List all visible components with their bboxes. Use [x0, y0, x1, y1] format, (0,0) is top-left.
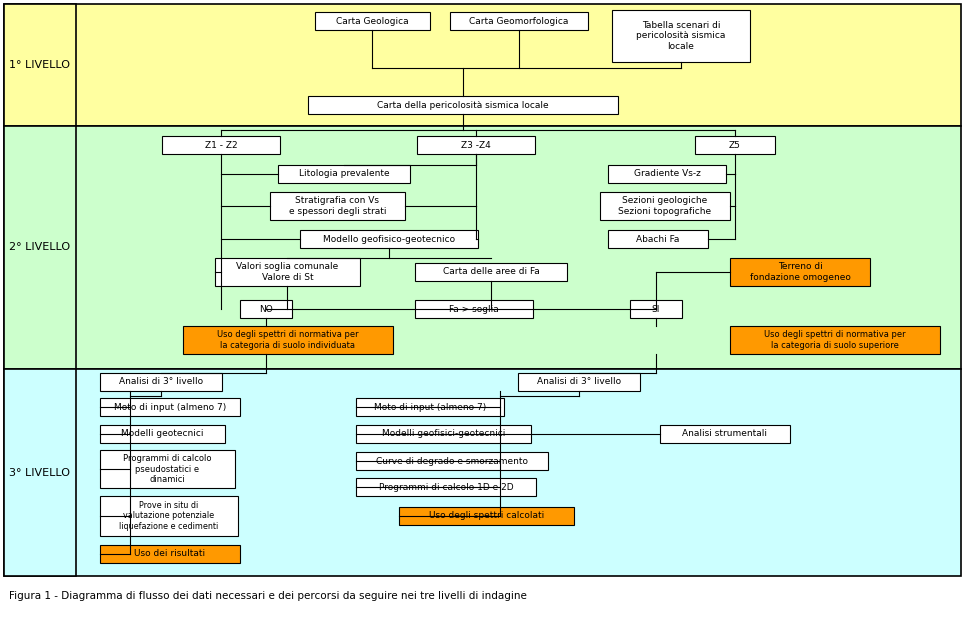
- Bar: [356, 452, 548, 470]
- Text: Gradiente Vs-z: Gradiente Vs-z: [634, 170, 701, 178]
- Bar: [100, 398, 240, 416]
- Text: Z1 - Z2: Z1 - Z2: [204, 140, 237, 150]
- Bar: [315, 12, 430, 30]
- Bar: [4, 126, 76, 369]
- Bar: [240, 300, 292, 318]
- Text: Moto di input (almeno 7): Moto di input (almeno 7): [114, 403, 226, 411]
- Text: Moto di input (almeno 7): Moto di input (almeno 7): [374, 403, 486, 411]
- Bar: [356, 398, 504, 416]
- Bar: [4, 4, 961, 126]
- Bar: [100, 496, 238, 536]
- Text: Uso degli spettri di normativa per
la categoria di suolo individuata: Uso degli spettri di normativa per la ca…: [217, 331, 359, 350]
- Bar: [730, 326, 940, 354]
- Text: Uso degli spettri calcolati: Uso degli spettri calcolati: [429, 511, 545, 520]
- Bar: [100, 425, 225, 443]
- Text: SI: SI: [652, 304, 660, 314]
- Text: Tabella scenari di
pericolosità sismica
locale: Tabella scenari di pericolosità sismica …: [637, 21, 726, 51]
- Text: NO: NO: [259, 304, 273, 314]
- Text: Modelli geofisici-geotecnici: Modelli geofisici-geotecnici: [382, 429, 505, 438]
- Bar: [4, 4, 76, 126]
- Bar: [4, 369, 76, 576]
- Bar: [600, 192, 730, 220]
- Bar: [162, 136, 280, 154]
- Bar: [4, 126, 961, 369]
- Text: Uso dei risultati: Uso dei risultati: [135, 550, 205, 558]
- Bar: [270, 192, 405, 220]
- Bar: [660, 425, 790, 443]
- Text: Terreno di
fondazione omogeneo: Terreno di fondazione omogeneo: [750, 262, 851, 282]
- Bar: [356, 425, 531, 443]
- Text: Stratigrafia con Vs
e spessori degli strati: Stratigrafia con Vs e spessori degli str…: [289, 197, 387, 216]
- Text: Analisi strumentali: Analisi strumentali: [682, 429, 767, 438]
- Text: Figura 1 - Diagramma di flusso dei dati necessari e dei percorsi da seguire nei : Figura 1 - Diagramma di flusso dei dati …: [9, 591, 527, 601]
- Text: 1° LIVELLO: 1° LIVELLO: [10, 60, 71, 70]
- Bar: [100, 545, 240, 563]
- Text: Uso degli spettri di normativa per
la categoria di suolo superiore: Uso degli spettri di normativa per la ca…: [765, 331, 906, 350]
- Bar: [730, 258, 870, 286]
- Bar: [4, 369, 961, 576]
- Bar: [630, 300, 682, 318]
- Text: Carta della pericolosità sismica locale: Carta della pericolosità sismica locale: [377, 101, 548, 110]
- Text: Z3 -Z4: Z3 -Z4: [461, 140, 491, 150]
- Bar: [183, 326, 393, 354]
- Bar: [100, 450, 235, 488]
- Bar: [450, 12, 588, 30]
- Text: Carta delle aree di Fa: Carta delle aree di Fa: [443, 267, 540, 277]
- Text: Carta Geologica: Carta Geologica: [336, 16, 409, 26]
- Text: 2° LIVELLO: 2° LIVELLO: [10, 242, 71, 252]
- Bar: [608, 165, 726, 183]
- Text: Programmi di calcolo 1D e 2D: Programmi di calcolo 1D e 2D: [379, 483, 514, 491]
- Text: 3° LIVELLO: 3° LIVELLO: [10, 468, 71, 478]
- Text: Carta Geomorfologica: Carta Geomorfologica: [469, 16, 569, 26]
- Bar: [399, 507, 574, 525]
- Text: Modello geofisico-geotecnico: Modello geofisico-geotecnico: [323, 235, 455, 244]
- Bar: [415, 300, 533, 318]
- Text: Valori soglia comunale
Valore di St: Valori soglia comunale Valore di St: [236, 262, 338, 282]
- Bar: [415, 263, 567, 281]
- Bar: [278, 165, 410, 183]
- Bar: [695, 136, 775, 154]
- Bar: [608, 230, 708, 248]
- Text: Z5: Z5: [729, 140, 741, 150]
- Text: Litologia prevalente: Litologia prevalente: [298, 170, 390, 178]
- Text: Abachi Fa: Abachi Fa: [637, 235, 679, 244]
- Text: Prove in situ di
valutazione potenziale
liquefazione e cedimenti: Prove in situ di valutazione potenziale …: [119, 501, 219, 531]
- Bar: [100, 373, 222, 391]
- Text: Modelli geotecnici: Modelli geotecnici: [121, 429, 203, 438]
- Bar: [518, 373, 640, 391]
- Text: Programmi di calcolo
pseudostatici e
dinamici: Programmi di calcolo pseudostatici e din…: [123, 454, 212, 484]
- Text: Analisi di 3° livello: Analisi di 3° livello: [119, 377, 203, 386]
- Bar: [356, 478, 536, 496]
- Bar: [612, 10, 750, 62]
- Bar: [215, 258, 360, 286]
- Text: Curve di degrado e smorzamento: Curve di degrado e smorzamento: [376, 456, 528, 466]
- Bar: [300, 230, 478, 248]
- Text: Analisi di 3° livello: Analisi di 3° livello: [537, 377, 621, 386]
- Bar: [308, 96, 618, 114]
- Text: Sezioni geologiche
Sezioni topografiche: Sezioni geologiche Sezioni topografiche: [618, 197, 711, 216]
- Text: Fa > soglia: Fa > soglia: [449, 304, 499, 314]
- Bar: [417, 136, 535, 154]
